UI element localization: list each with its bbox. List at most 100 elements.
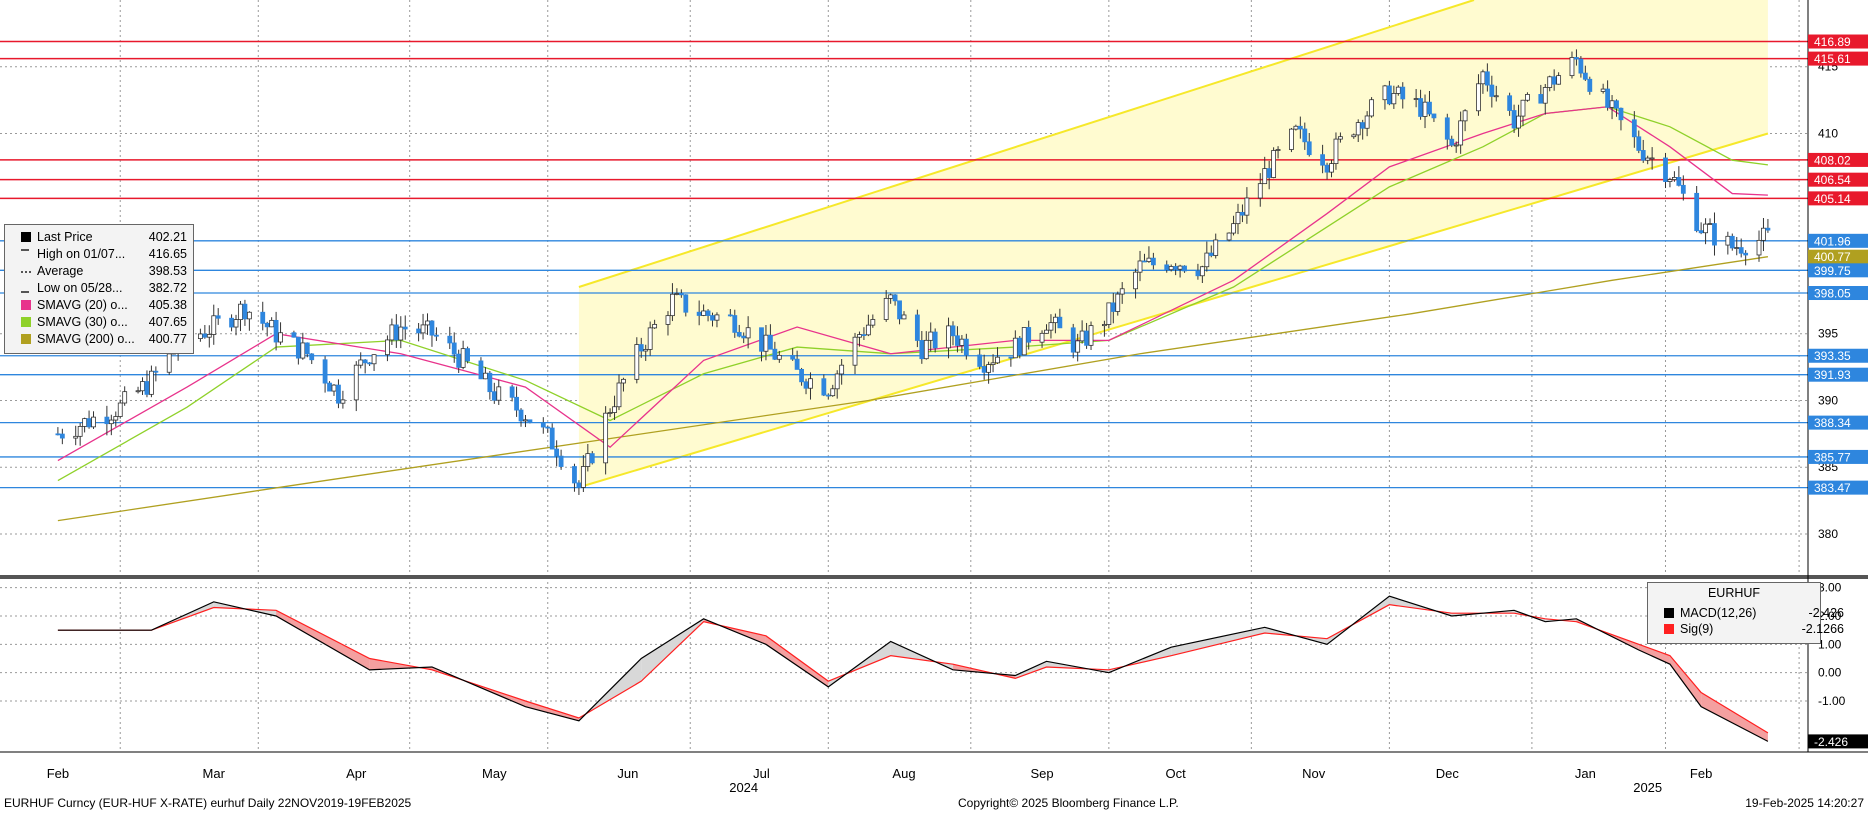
- candle-body: [981, 366, 987, 373]
- candle-body: [1271, 150, 1277, 178]
- candle-body: [572, 466, 577, 484]
- candle-body: [1729, 235, 1735, 249]
- price-tag-label: 399.75: [1814, 264, 1851, 278]
- candle-body: [117, 402, 123, 417]
- candle-body: [914, 314, 920, 341]
- macd-y-tick-label: 3.00: [1818, 581, 1842, 595]
- candle-body: [1306, 141, 1312, 156]
- candle-body: [1150, 257, 1156, 266]
- candle-body: [55, 433, 61, 436]
- price-tag-box: [1808, 449, 1868, 464]
- candle-body: [1057, 316, 1063, 329]
- price-tag-label: 398.05: [1814, 287, 1851, 301]
- price-tag-box: [1808, 191, 1868, 206]
- sma20-line: [57, 106, 1768, 462]
- x-tick-label: Jul: [753, 766, 770, 781]
- candle-body: [763, 334, 769, 352]
- candle-body: [1355, 122, 1361, 136]
- candle-body: [202, 333, 208, 338]
- macd-last-tag-box: [1808, 734, 1868, 749]
- footer-copyright: Copyright© 2025 Bloomberg Finance L.P.: [958, 796, 1179, 810]
- candle-body: [1453, 144, 1459, 147]
- candle-body: [852, 336, 858, 366]
- price-tag-label: 383.47: [1814, 481, 1851, 495]
- candle-body: [736, 331, 742, 337]
- candle-body: [1618, 107, 1624, 121]
- x-tick-label: Sep: [1030, 766, 1053, 781]
- candle-body: [1386, 85, 1392, 105]
- price-tag-label: 391.93: [1814, 368, 1851, 382]
- candle-body: [638, 344, 644, 352]
- candle-body: [1667, 179, 1673, 182]
- macd-y-tick-label: -1.00: [1818, 694, 1846, 708]
- candle-body: [393, 324, 399, 341]
- candle-body: [1177, 265, 1183, 270]
- candle-body: [678, 293, 684, 296]
- footer-security-description: EURHUF Curncy (EUR-HUF X-RATE) eurhuf Da…: [4, 796, 412, 810]
- candle-body: [932, 331, 938, 349]
- candle-body: [518, 409, 524, 422]
- price-tags: 416.89 415.61 408.02 406.54 405.14 401.96 400.…: [1808, 34, 1868, 495]
- x-tick-label: Oct: [1166, 766, 1187, 781]
- candle-body: [1400, 86, 1406, 100]
- candle-body: [104, 416, 110, 425]
- x-tick-label: Mar: [203, 766, 226, 781]
- candle-body: [923, 339, 929, 360]
- price-tag-label: 406.54: [1814, 173, 1851, 187]
- y-tick-label: 380: [1818, 527, 1838, 541]
- candle-body: [523, 419, 528, 422]
- price-legend-row: Last Price 402.21: [5, 229, 191, 245]
- candle-body: [389, 324, 395, 341]
- signal-legend-row: Sig(9) -2.1266: [1648, 621, 1844, 637]
- candle-body: [825, 394, 831, 397]
- candle-body: [1182, 265, 1187, 272]
- macd-y-tick-label: 2.00: [1818, 609, 1842, 623]
- candle-body: [1649, 157, 1655, 160]
- candle-body: [1199, 266, 1205, 277]
- candle-body: [821, 378, 827, 396]
- candle-body: [545, 426, 551, 429]
- candle-body: [1694, 192, 1700, 232]
- price-tag-box: [1808, 263, 1868, 278]
- candle-body: [1235, 211, 1241, 225]
- macd-histogram-fill: [1015, 661, 1047, 679]
- candle-body: [238, 303, 243, 320]
- moving-averages: [57, 106, 1769, 522]
- candle-body: [870, 319, 876, 326]
- signal-line: [57, 604, 1769, 734]
- candle-body: [197, 333, 203, 339]
- candle-body: [1075, 340, 1081, 353]
- legend-series-name: SMAVG (200) o...: [37, 332, 135, 346]
- x-tick-label: Aug: [892, 766, 915, 781]
- candle-body: [527, 419, 533, 424]
- candle-body: [327, 382, 332, 392]
- candle-body: [1395, 86, 1401, 94]
- candle-body: [643, 349, 649, 352]
- candle-body: [1582, 72, 1588, 80]
- candle-body: [1208, 252, 1214, 256]
- candle-body: [1257, 183, 1263, 199]
- candle-body: [888, 294, 894, 299]
- candle-body: [901, 314, 907, 320]
- candle-body: [1422, 101, 1428, 117]
- candle-body: [1110, 302, 1116, 312]
- price-tag-label: 405.14: [1814, 192, 1851, 206]
- candle-body: [1547, 76, 1553, 88]
- candle-body: [1743, 252, 1749, 256]
- macd-legend-row: MACD(12,26) -2.426: [1648, 605, 1844, 621]
- price-tag-box: [1808, 415, 1868, 430]
- candle-body: [1226, 232, 1232, 241]
- candle-body: [1712, 223, 1717, 246]
- candle-body: [108, 419, 114, 425]
- legend-swatch: [21, 300, 31, 310]
- candle-body: [478, 360, 484, 380]
- candle-body: [995, 356, 1000, 364]
- x-tick-label: Nov: [1302, 766, 1326, 781]
- candle-body: [857, 334, 862, 338]
- candle-body: [772, 348, 778, 360]
- candle-body: [353, 364, 359, 401]
- candle-body: [491, 391, 497, 401]
- macd-histogram-fill: [1701, 692, 1768, 742]
- candle-body: [607, 412, 613, 414]
- candle-body: [273, 319, 279, 343]
